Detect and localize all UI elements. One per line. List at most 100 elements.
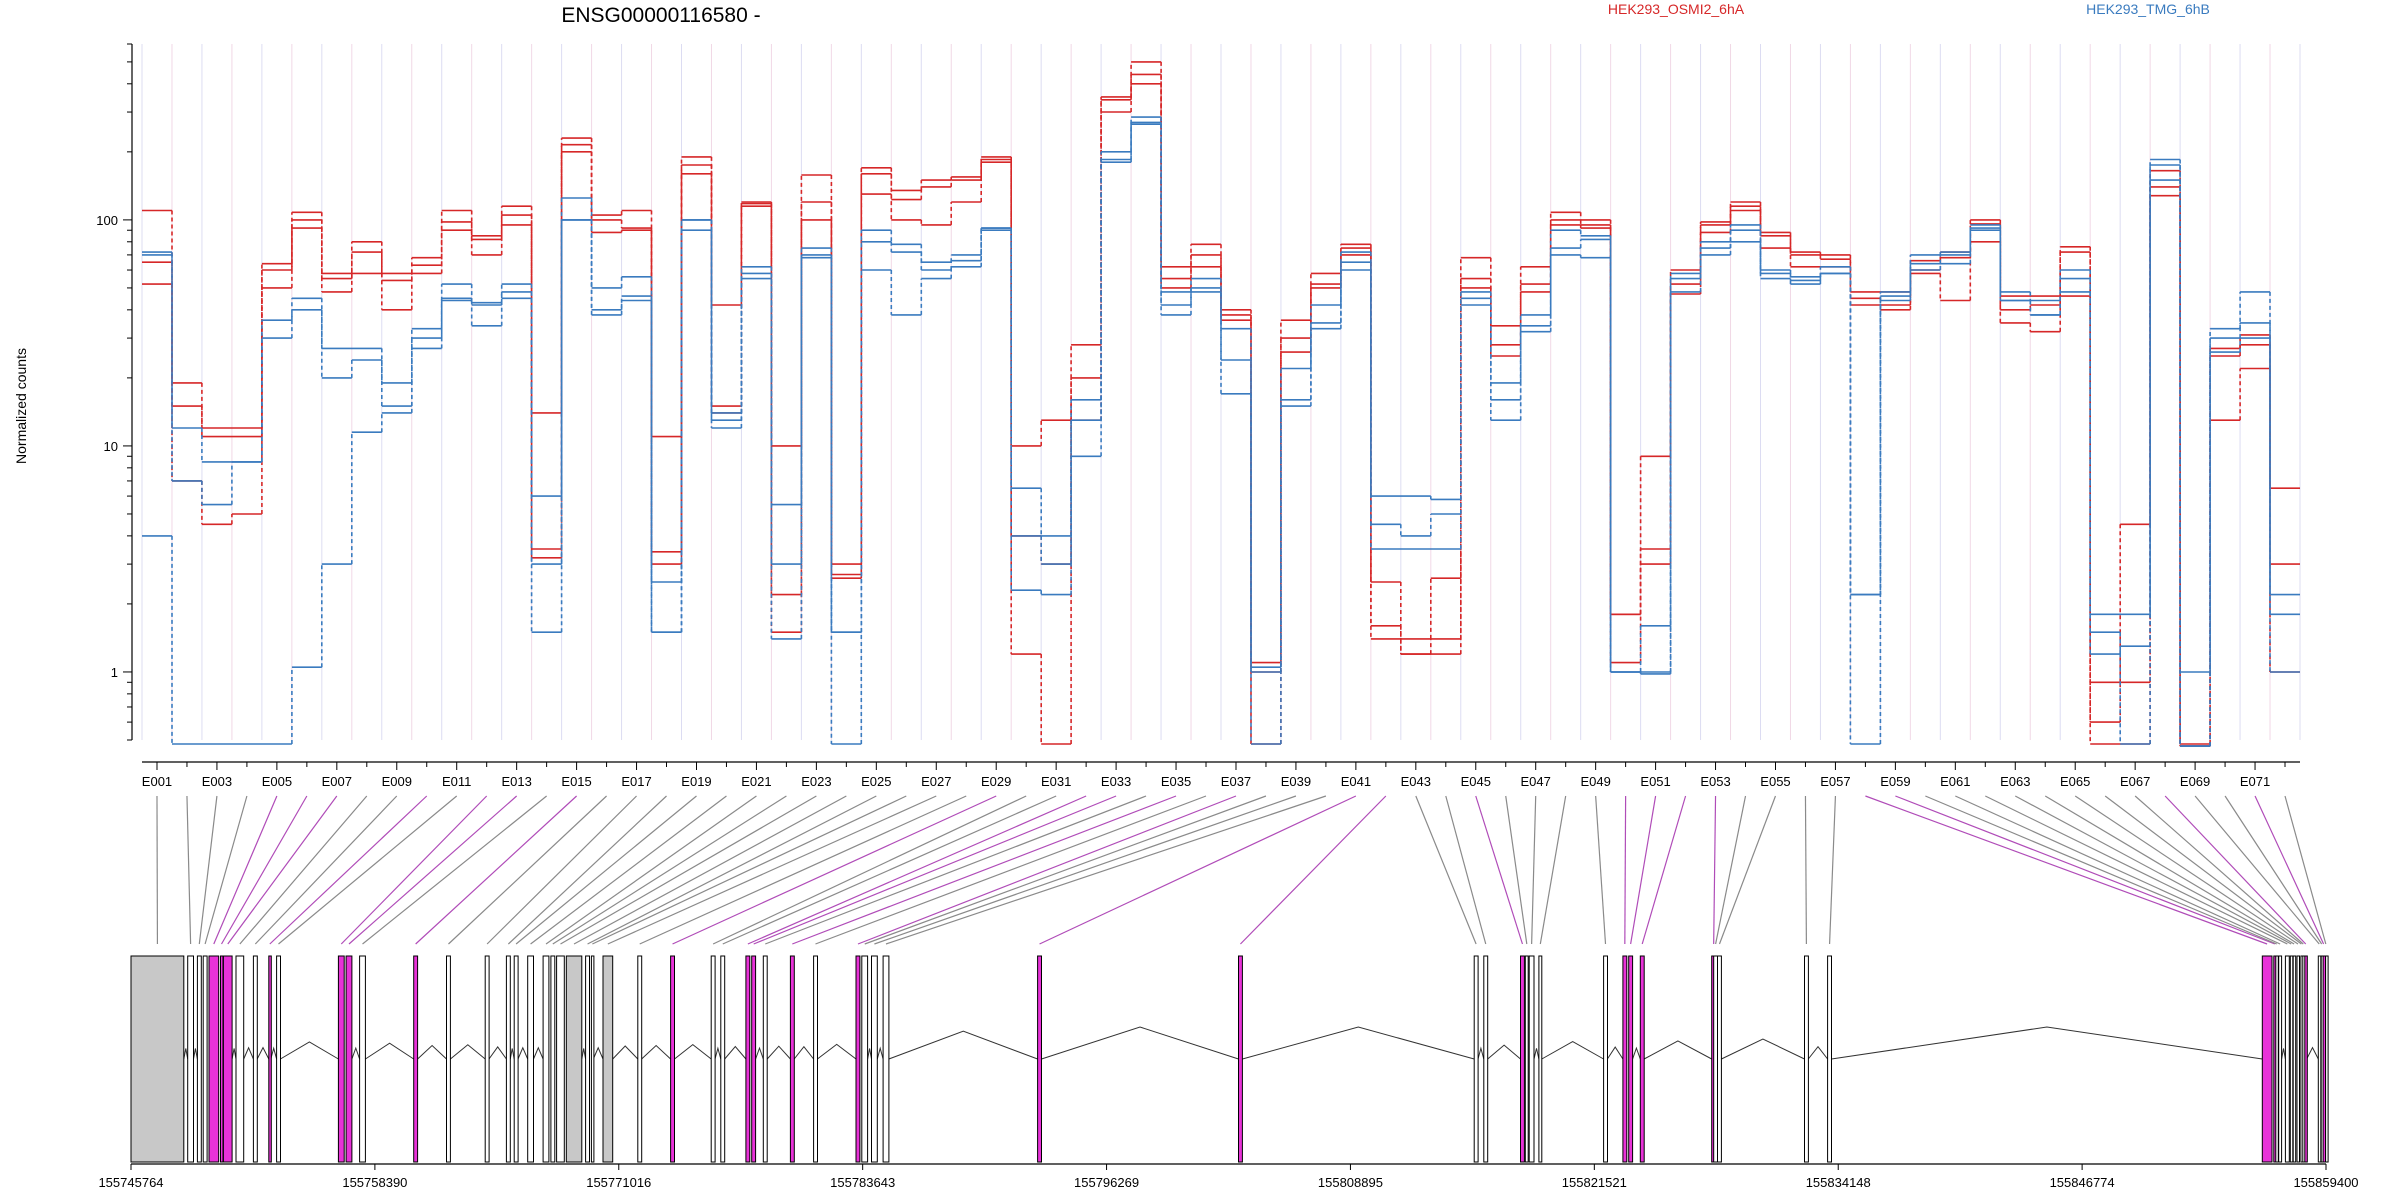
- exon-connector: [607, 795, 937, 945]
- exon-connector: [515, 795, 697, 945]
- exon-connector: [198, 795, 218, 945]
- exon-box: [550, 955, 556, 1163]
- x-tick-label: E003: [202, 774, 232, 789]
- exon-box: [871, 955, 878, 1163]
- exon-box: [2296, 955, 2300, 1163]
- coordinate-tick-label: 155834148: [1806, 1175, 1871, 1190]
- exon-connector: [278, 795, 458, 945]
- gene-model: [130, 955, 2329, 1163]
- exon-connector: [1641, 795, 1687, 945]
- intron: [674, 1043, 712, 1060]
- exon-box: [585, 955, 590, 1163]
- x-tick-label: E053: [1700, 774, 1730, 789]
- intron: [755, 1046, 764, 1060]
- y-axis-label: Normalized counts: [13, 348, 29, 464]
- y-tick-label: 100: [96, 213, 118, 228]
- intron: [641, 1044, 671, 1060]
- y-axis: 1 10 100: [96, 43, 133, 741]
- x-tick-label: E001: [142, 774, 172, 789]
- exon-box: [855, 955, 861, 1163]
- exon-box: [1473, 955, 1479, 1163]
- exon-connector: [1539, 795, 1567, 945]
- exon-box: [2278, 955, 2283, 1163]
- exon-connector: [348, 795, 518, 945]
- intron: [867, 1048, 872, 1060]
- exon-connector: [2194, 795, 2320, 945]
- exon-connector: [792, 795, 1177, 945]
- exon-box: [2317, 955, 2322, 1163]
- exon-box: [1238, 955, 1243, 1163]
- exon-connector: [507, 795, 667, 945]
- exon-box: [565, 955, 583, 1163]
- exon-connector: [864, 795, 1267, 945]
- x-tick-label: E031: [1041, 774, 1071, 789]
- x-tick-label: E045: [1461, 774, 1491, 789]
- legend: HEK293_OSMI2_6hA HEK293_TMG_6hB: [1608, 1, 2210, 17]
- coordinate-tick-label: 155745764: [98, 1175, 163, 1190]
- exon-connector: [227, 795, 338, 945]
- exon-connector: [1595, 795, 1607, 945]
- exon-box: [268, 955, 272, 1163]
- x-tick-label: E021: [741, 774, 771, 789]
- exon-connector: [1531, 795, 1537, 945]
- exon-connector: [712, 795, 1027, 945]
- exon-connector: [415, 795, 578, 945]
- exon-connector-lines: [156, 795, 2327, 945]
- exon-box: [222, 955, 233, 1163]
- exon-box: [556, 955, 565, 1163]
- exon-connector: [1624, 795, 1627, 945]
- legend-entry-tmg: HEK293_TMG_6hB: [2086, 1, 2210, 17]
- intron: [2281, 1048, 2286, 1060]
- exon-connector: [857, 795, 1237, 945]
- exon-connector: [1828, 795, 1837, 945]
- exon-connector: [1713, 795, 1717, 945]
- x-tick-label: E055: [1760, 774, 1790, 789]
- exon-box: [446, 955, 451, 1163]
- coordinate-tick-label: 155821521: [1562, 1175, 1627, 1190]
- intron: [231, 1048, 237, 1060]
- x-tick-label: E051: [1640, 774, 1670, 789]
- exon-box: [505, 955, 511, 1163]
- intron: [280, 1041, 339, 1060]
- intron: [793, 1045, 814, 1060]
- x-tick-label: E035: [1161, 774, 1191, 789]
- exon-connector: [2284, 795, 2327, 945]
- intron: [1807, 1045, 1828, 1060]
- intron: [256, 1046, 270, 1060]
- exon-box: [1827, 955, 1832, 1163]
- intron: [1041, 1026, 1239, 1060]
- exon-connector: [1895, 795, 2276, 945]
- exon-box: [2275, 955, 2279, 1163]
- exon-connector: [204, 795, 248, 945]
- x-tick-label: E005: [262, 774, 292, 789]
- exon-connector: [448, 795, 607, 945]
- coordinate-tick-label: 155758390: [342, 1175, 407, 1190]
- exon-box: [202, 955, 208, 1163]
- intron: [1643, 1040, 1712, 1060]
- series-steps: [142, 73, 2300, 747]
- exon-box: [720, 955, 726, 1163]
- exon-box: [345, 955, 353, 1163]
- coordinate-tick-label: 155859400: [2293, 1175, 2358, 1190]
- exon-connector: [1505, 795, 1528, 945]
- exon-connector: [885, 795, 1327, 945]
- exon-box: [1603, 955, 1608, 1163]
- exon-connector: [722, 795, 1057, 945]
- x-tick-label: E011: [442, 774, 471, 789]
- exon-connector: [747, 795, 1087, 945]
- exon-connector: [269, 795, 428, 945]
- y-tick-label: 10: [104, 439, 118, 454]
- intron: [193, 1048, 198, 1060]
- x-axis: E001 E003 E005 E007 E009 E011 E013 E015 E017 E019…: [142, 761, 2300, 789]
- exon-connector: [239, 795, 368, 945]
- exon-connector: [1865, 795, 2268, 945]
- intron: [1632, 1046, 1641, 1060]
- series-steps: [142, 61, 2300, 745]
- chart-title: ENSG00000116580 -: [561, 4, 760, 27]
- intron: [876, 1046, 884, 1060]
- exon-box: [359, 955, 366, 1163]
- exon-box: [1804, 955, 1809, 1163]
- exon-box: [762, 955, 768, 1163]
- intron: [1721, 1038, 1805, 1060]
- intron: [1606, 1046, 1624, 1060]
